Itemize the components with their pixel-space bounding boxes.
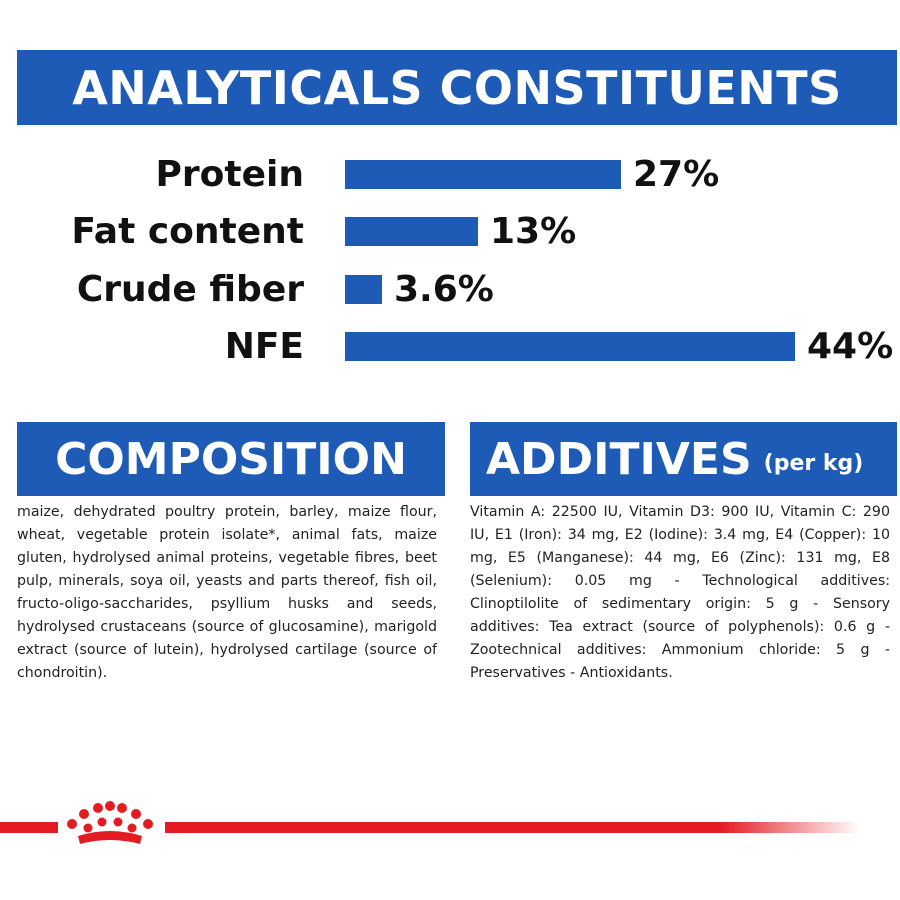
additives-title: ADDITIVES — [486, 433, 752, 485]
analyticals-row: Protein 27% — [0, 155, 900, 195]
analyticals-row-bar — [345, 275, 382, 304]
analyticals-row-bar — [345, 160, 621, 189]
additives-header: ADDITIVES (per kg) — [470, 422, 897, 496]
analyticals-row-bar — [345, 217, 478, 246]
analyticals-row-label: NFE — [224, 326, 304, 367]
analyticals-row-value: 13% — [490, 211, 577, 252]
additives-text: Vitamin A: 22500 IU, Vitamin D3: 900 IU,… — [470, 504, 890, 681]
analyticals-row-label: Fat content — [71, 211, 304, 252]
analyticals-row-value: 3.6% — [394, 269, 494, 310]
brand-line-left — [0, 822, 58, 833]
analyticals-title: ANALYTICALS CONSTITUENTS — [17, 50, 897, 125]
analyticals-row-bar — [345, 332, 795, 361]
analyticals-row: NFE 44% — [0, 327, 900, 367]
composition-text: maize, dehydrated poultry protein, barle… — [17, 504, 437, 681]
analyticals-row-label: Crude fiber — [76, 269, 304, 310]
composition-title: COMPOSITION — [17, 422, 445, 496]
crown-icon — [67, 801, 153, 844]
analyticals-row: Crude fiber 3.6% — [0, 270, 900, 310]
brand-line-right — [165, 822, 860, 833]
analyticals-row: Fat content 13% — [0, 212, 900, 252]
analyticals-row-value: 27% — [633, 154, 720, 195]
additives-unit: (per kg) — [763, 450, 864, 476]
analyticals-row-label: Protein — [155, 154, 304, 195]
analyticals-row-value: 44% — [807, 326, 894, 367]
